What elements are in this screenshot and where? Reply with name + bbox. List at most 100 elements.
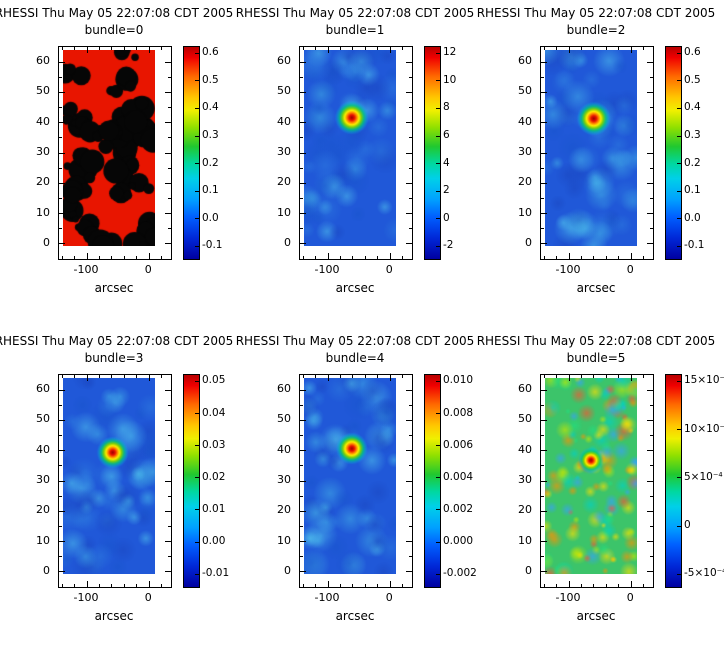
y-tick-label: 50 xyxy=(277,412,291,426)
tick-mark xyxy=(409,404,412,406)
tick-mark xyxy=(59,167,62,169)
y-tick-label: 60 xyxy=(36,382,50,396)
panel-bundle-0: RHESSI Thu May 05 22:07:08 CDT 2005 bund… xyxy=(0,0,241,328)
tick-mark xyxy=(650,197,653,199)
colorbar-tick-label: 0.002 xyxy=(443,502,474,515)
tick-mark xyxy=(409,197,412,199)
tick-mark xyxy=(300,213,306,215)
x-tick-label: -100 xyxy=(314,591,340,604)
tick-mark xyxy=(352,256,354,259)
x-tick-label: -100 xyxy=(73,263,99,276)
tick-mark xyxy=(543,375,545,378)
colorbar-tick-mark xyxy=(677,245,681,247)
tick-mark xyxy=(59,91,65,93)
tick-mark xyxy=(300,389,306,391)
colorbar xyxy=(424,46,441,260)
tick-mark xyxy=(59,213,65,215)
y-tick-label: 10 xyxy=(36,205,50,219)
y-tick-label: 60 xyxy=(277,54,291,68)
colorbar-tick-label: -5×10⁻⁴ xyxy=(684,567,724,580)
tick-mark xyxy=(593,256,595,259)
tick-mark xyxy=(541,404,544,406)
tick-mark xyxy=(541,228,544,230)
tick-mark xyxy=(556,584,558,587)
colorbar-tick-mark xyxy=(195,509,199,511)
y-tick-label: 40 xyxy=(277,442,291,456)
x-tick-label: 0 xyxy=(144,263,152,276)
colorbar-tick-mark xyxy=(677,525,681,527)
tick-mark xyxy=(168,465,171,467)
tick-mark xyxy=(647,389,653,391)
tick-mark xyxy=(300,182,306,184)
colorbar xyxy=(665,374,682,588)
y-tick-label: 30 xyxy=(277,145,291,158)
colorbar-gradient xyxy=(425,47,440,259)
tick-mark xyxy=(300,107,303,109)
tick-mark xyxy=(161,47,163,50)
tick-mark xyxy=(300,541,306,543)
x-axis-tick-labels: -100 0 xyxy=(299,263,411,277)
tick-mark xyxy=(389,375,391,381)
tick-mark xyxy=(647,541,653,543)
colorbar-tick-label: 15×10⁻⁴ xyxy=(684,374,724,387)
tick-mark xyxy=(165,152,171,154)
tick-mark xyxy=(168,197,171,199)
y-tick-label: 10 xyxy=(518,533,532,547)
tick-mark xyxy=(339,584,341,587)
tick-mark xyxy=(111,375,113,378)
colorbar-tick-labels: 15×10⁻⁴ 10×10⁻⁴ 5×10⁻⁴ 0 -5×10⁻⁴ xyxy=(684,374,724,586)
tick-mark xyxy=(647,213,653,215)
colorbar-gradient xyxy=(184,375,199,587)
heatmap-image xyxy=(63,378,155,574)
tick-mark xyxy=(165,419,171,421)
tick-mark xyxy=(541,91,547,93)
colorbar-tick-label: 12 xyxy=(443,46,457,59)
heatmap-image xyxy=(304,378,396,574)
colorbar-tick-label: 0 xyxy=(443,211,450,224)
colorbar-tick-label: 0.2 xyxy=(202,156,219,169)
tick-mark xyxy=(86,581,88,587)
tick-mark xyxy=(339,375,341,378)
tick-mark xyxy=(406,510,412,512)
tick-mark xyxy=(593,47,595,50)
y-tick-label: 30 xyxy=(518,145,532,158)
tick-mark xyxy=(409,465,412,467)
tick-mark xyxy=(389,47,391,53)
tick-mark xyxy=(123,256,125,259)
colorbar-tick-label: 0.008 xyxy=(443,406,474,419)
tick-mark xyxy=(406,389,412,391)
colorbar-tick-mark xyxy=(677,218,681,220)
tick-mark xyxy=(59,465,62,467)
tick-mark xyxy=(541,556,544,558)
x-axis-label: arcsec xyxy=(576,609,616,623)
y-tick-label: 60 xyxy=(36,54,50,68)
heatmap-plot xyxy=(299,374,413,588)
tick-mark xyxy=(650,167,653,169)
colorbar-gradient xyxy=(666,47,681,259)
tick-mark xyxy=(618,256,620,259)
colorbar-tick-labels: 0.6 0.5 0.4 0.3 0.2 0.1 0.0 -0.1 xyxy=(684,46,724,258)
colorbar-tick-label: 2 xyxy=(443,184,450,197)
y-tick-label: 10 xyxy=(518,205,532,219)
colorbar-tick-mark xyxy=(195,245,199,247)
tick-mark xyxy=(568,47,570,53)
tick-mark xyxy=(327,581,329,587)
tick-mark xyxy=(541,167,544,169)
y-tick-label: 40 xyxy=(277,114,291,128)
tick-mark xyxy=(111,584,113,587)
tick-mark xyxy=(643,47,645,50)
tick-mark xyxy=(377,256,379,259)
colorbar-tick-label: 0.004 xyxy=(443,470,474,483)
tick-mark xyxy=(650,435,653,437)
tick-mark xyxy=(647,419,653,421)
tick-mark xyxy=(541,182,547,184)
tick-mark xyxy=(168,435,171,437)
y-tick-label: 40 xyxy=(36,442,50,456)
panel-title: RHESSI Thu May 05 22:07:08 CDT 2005 xyxy=(0,334,234,348)
tick-mark xyxy=(300,76,303,78)
y-tick-label: 20 xyxy=(36,175,50,189)
y-axis-tick-labels: 0 10 20 30 40 50 60 xyxy=(241,374,295,586)
tick-mark xyxy=(136,584,138,587)
tick-mark xyxy=(647,571,653,573)
tick-mark xyxy=(541,435,544,437)
